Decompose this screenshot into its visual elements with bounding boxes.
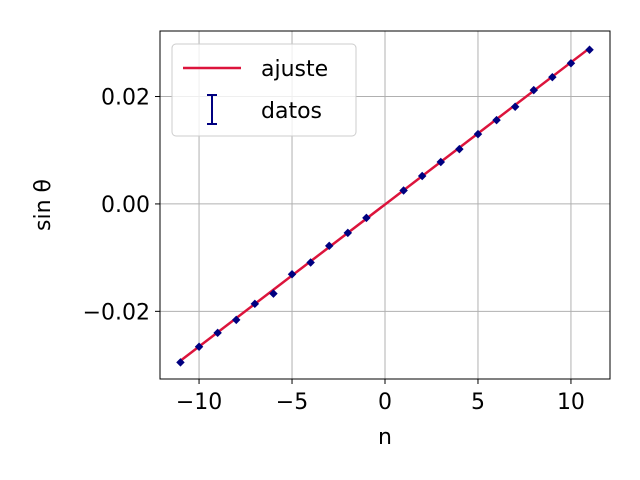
data-point (176, 358, 185, 367)
data-marker (250, 299, 260, 309)
x-tick-label: −10 (176, 390, 222, 415)
data-point (362, 213, 371, 223)
data-marker (417, 171, 427, 181)
data-point (492, 115, 501, 125)
legend-fit-label: ajuste (261, 57, 328, 82)
x-tick-label: 10 (557, 390, 585, 415)
y-tick-label: 0.00 (101, 193, 150, 218)
data-point (287, 270, 297, 279)
data-marker (287, 270, 297, 279)
y-tick-label: −0.02 (83, 300, 150, 325)
data-point (417, 171, 427, 181)
data-point (399, 186, 408, 195)
data-marker (585, 45, 594, 55)
data-marker (455, 144, 464, 154)
fit-line-layer (179, 47, 591, 362)
data-marker (473, 129, 483, 139)
x-tick-label: −5 (276, 390, 308, 415)
data-point (324, 241, 334, 251)
data-point (213, 328, 222, 338)
data-marker (269, 289, 278, 298)
legend: ajuste datos (171, 43, 357, 137)
data-point (250, 299, 260, 309)
data-marker (306, 258, 315, 267)
data-point (436, 157, 446, 167)
y-axis-label: sin θ (31, 179, 56, 231)
data-point (473, 129, 483, 139)
y-axis-ticks: −0.02 0.00 0.02 (83, 86, 160, 325)
data-marker (176, 358, 185, 367)
x-tick-label: 0 (378, 390, 392, 415)
data-marker (231, 315, 241, 325)
legend-data-swatch (207, 94, 217, 125)
data-marker (399, 186, 408, 195)
data-point (343, 228, 353, 238)
data-point (585, 45, 594, 55)
data-marker (362, 213, 371, 223)
x-axis-ticks: −10 −5 0 5 10 (176, 379, 585, 415)
data-point (231, 315, 241, 325)
y-tick-label: 0.02 (101, 86, 150, 111)
legend-data-label: datos (261, 99, 322, 124)
data-marker (436, 157, 446, 167)
data-marker (492, 115, 501, 125)
data-points-layer (176, 45, 594, 367)
x-axis-label: n (378, 425, 392, 450)
data-marker (194, 342, 204, 352)
data-point (455, 144, 464, 154)
data-marker (343, 228, 353, 238)
x-tick-label: 5 (471, 390, 485, 415)
data-point (306, 258, 315, 267)
data-marker (324, 241, 334, 251)
fit-line (179, 47, 591, 362)
data-marker (213, 328, 222, 338)
data-point (194, 342, 204, 352)
data-point (269, 289, 278, 298)
